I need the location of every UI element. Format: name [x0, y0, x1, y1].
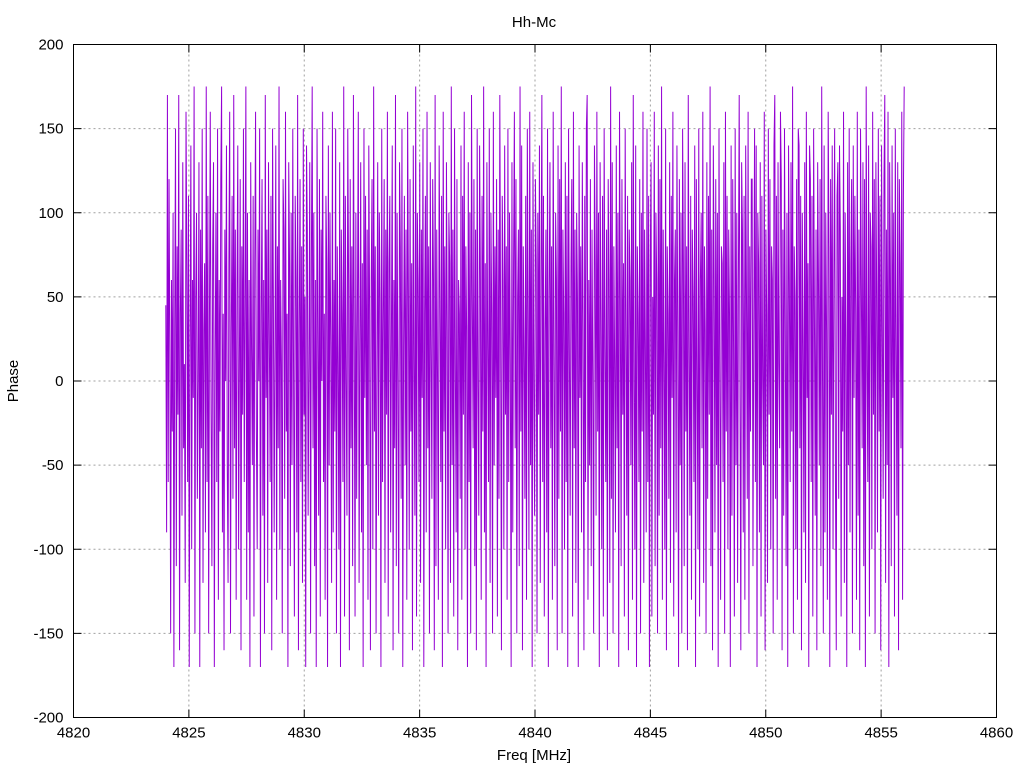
x-tick-label: 4850: [749, 725, 782, 742]
y-axis-label: Phase: [5, 360, 22, 403]
x-tick-label: 4820: [57, 725, 90, 742]
x-tick-label: 4855: [864, 725, 897, 742]
y-tick-label: 0: [55, 373, 63, 390]
y-tick-label: -100: [33, 541, 63, 558]
x-tick-label: 4840: [518, 725, 551, 742]
y-tick-label: 50: [47, 289, 64, 306]
y-tick-label: 150: [38, 121, 63, 138]
y-tick-label: -50: [42, 457, 64, 474]
x-tick-label: 4845: [634, 725, 667, 742]
x-tick-label: 4830: [288, 725, 321, 742]
y-tick-label: 200: [38, 37, 63, 54]
plot-frame: [73, 44, 997, 718]
y-tick-label: -150: [33, 625, 63, 642]
y-tick-label: 100: [38, 205, 63, 222]
series-group: [165, 86, 905, 668]
x-tick-label: 4825: [172, 725, 205, 742]
phase-series-line: [165, 86, 905, 668]
ticks: 4820 4825 4830 4835 4840 4845 4850 4855 4860 200 1…: [33, 37, 1013, 742]
y-tick-label: -200: [33, 710, 63, 727]
x-tick-label: 4835: [403, 725, 436, 742]
chart-title: Hh-Mc: [512, 14, 557, 31]
x-tick-label: 4860: [980, 725, 1013, 742]
x-axis-label: Freq [MHz]: [497, 747, 571, 764]
